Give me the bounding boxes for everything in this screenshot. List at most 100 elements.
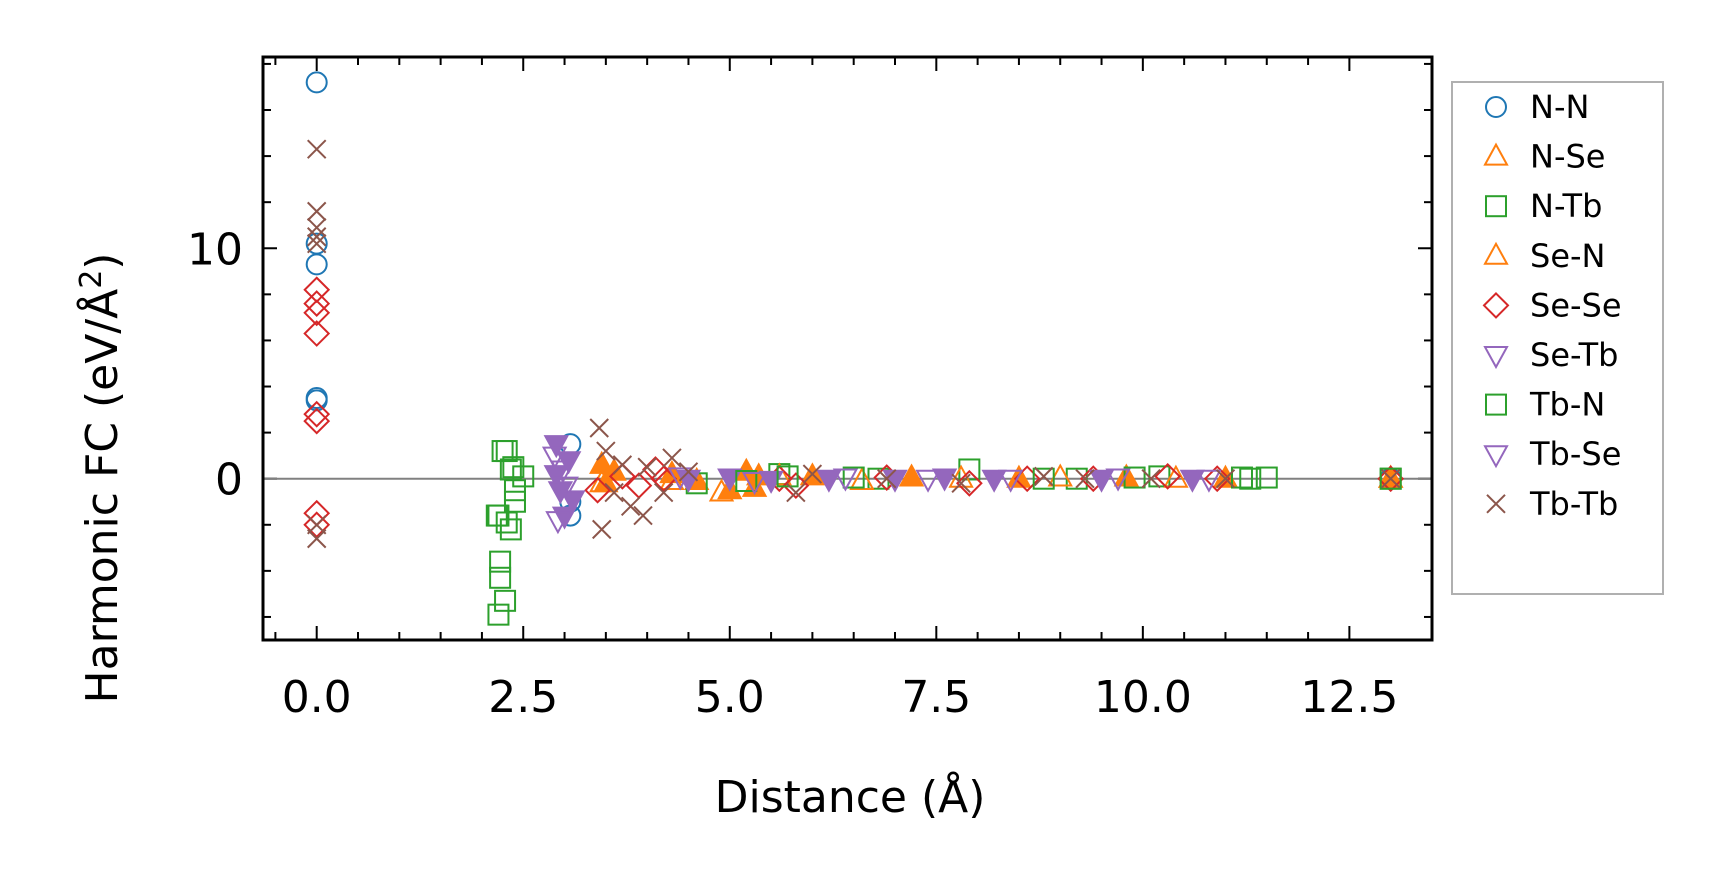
point-Tb-Tb [306, 528, 327, 549]
point-Se-Se [1377, 465, 1405, 493]
point-Tb-Tb [786, 482, 806, 503]
legend-label: Tb-Se [1529, 435, 1621, 473]
legend-marker [1483, 346, 1509, 370]
point-Tb-N [494, 589, 517, 612]
point-N-Tb [1230, 466, 1253, 489]
legend: N-N N-Se N-Tb Se-N Se-Se Se-Tb Tb-N Tb-Se Tb-Tb [1451, 81, 1664, 595]
point-Se-Se [303, 400, 331, 428]
legend-marker [1483, 445, 1509, 469]
point-Tb-Tb [1215, 468, 1236, 489]
legend-entry-Se-Se: Se-Se [1482, 286, 1622, 324]
y-axis-title: Harmonic FC (eV/Å2) [74, 253, 128, 704]
tick-labels: 0.0 2.5 5.0 7.5 10.0 12.5 0 10 [187, 224, 1398, 723]
point-N-N [305, 71, 328, 94]
point-Tb-Se [832, 468, 859, 492]
point-Tb-N [499, 518, 522, 541]
x-tick-label: 12.5 [1300, 672, 1398, 723]
y-tick-label: 10 [187, 224, 243, 275]
point-Tb-Tb [620, 496, 641, 517]
legend-label: Se-Tb [1530, 336, 1618, 374]
legend-marker [1486, 494, 1506, 514]
point-Tb-Tb [951, 473, 971, 494]
legend-entry-N-Se: N-Se [1483, 138, 1605, 176]
point-Tb-N [776, 465, 799, 488]
point-Se-N [659, 466, 685, 490]
point-Se-Se [584, 476, 612, 504]
x-tick-label: 0.0 [282, 672, 352, 723]
point-Se-Se [1154, 462, 1182, 490]
legend-marker [1483, 142, 1509, 166]
point-Se-Tb [1088, 469, 1115, 493]
x-tick-label: 10.0 [1094, 672, 1192, 723]
point-N-Se [1212, 464, 1239, 488]
point-Se-N [708, 478, 735, 502]
point-N-Se [898, 463, 925, 487]
legend-marker [1485, 393, 1507, 416]
legend-label: Tb-N [1529, 386, 1605, 424]
point-Tb-N [487, 603, 510, 626]
point-Se-Se [303, 407, 331, 435]
legend-frame [1451, 81, 1664, 595]
point-Tb-Tb [1034, 466, 1054, 487]
legend-entry-Tb-Se: Tb-Se [1483, 435, 1621, 473]
point-Tb-N [1239, 467, 1262, 490]
point-Tb-N [842, 466, 865, 489]
point-Tb-Tb [306, 233, 327, 254]
point-Tb-Tb [1141, 468, 1161, 489]
x-tick-label: 7.5 [901, 672, 971, 723]
plot-frame [261, 55, 1434, 642]
data-marks [303, 71, 1405, 626]
point-Se-N [1163, 464, 1189, 488]
series-Tb-Tb [306, 139, 1401, 549]
point-Tb-N [1032, 467, 1055, 490]
point-Tb-Tb [306, 227, 327, 247]
point-Tb-Tb [653, 482, 674, 503]
point-Se-Se [303, 320, 331, 347]
point-Tb-N [489, 550, 512, 573]
legend-entry-Se-N: Se-N [1483, 237, 1605, 275]
point-Se-Se [955, 469, 983, 497]
point-Se-Tb [1179, 469, 1206, 493]
point-Tb-Tb [592, 519, 612, 540]
point-Se-Se [303, 299, 331, 327]
legend-label: Se-N [1530, 237, 1605, 275]
point-Tb-Se [1196, 469, 1222, 493]
point-Se-Se [303, 511, 331, 539]
point-Tb-Se [545, 511, 571, 535]
point-Tb-Se [550, 460, 576, 484]
point-Tb-Tb [802, 464, 823, 484]
point-N-Tb [1255, 466, 1278, 489]
x-axis-title: Distance (Å) [715, 770, 986, 823]
point-Tb-Tb [662, 448, 682, 468]
point-Se-Tb [758, 470, 784, 494]
point-Tb-Tb [306, 201, 327, 222]
legend-entry-N-Tb: N-Tb [1485, 187, 1602, 225]
legend-label: Tb-Tb [1529, 485, 1618, 523]
legend-entry-Tb-N: Tb-N [1485, 386, 1605, 424]
point-Tb-N [489, 566, 512, 589]
legend-marker [1485, 96, 1507, 118]
point-Tb-Tb [306, 217, 327, 238]
legend-label: Se-Se [1530, 286, 1622, 324]
point-N-Tb [503, 490, 526, 513]
point-Tb-N [485, 504, 508, 527]
point-Tb-N [502, 456, 525, 479]
point-Se-Se [1203, 465, 1231, 493]
point-Tb-Tb [604, 482, 624, 503]
point-Tb-Tb [589, 418, 609, 438]
point-Se-N [849, 466, 875, 490]
point-Tb-Se [541, 446, 568, 470]
point-Se-N [589, 469, 615, 493]
x-tick-label: 2.5 [488, 672, 558, 723]
legend-entry-N-N: N-N [1485, 88, 1589, 126]
point-Tb-N [1379, 467, 1402, 490]
point-Tb-N [503, 479, 526, 502]
point-Tb-Se [553, 476, 579, 500]
legend-entry-Se-Tb: Se-Tb [1483, 336, 1618, 374]
point-Tb-Se [741, 472, 768, 496]
point-Tb-Tb [1380, 468, 1401, 489]
point-Tb-N [495, 440, 518, 463]
point-Se-Se [303, 290, 331, 317]
point-Tb-Se [915, 469, 941, 493]
